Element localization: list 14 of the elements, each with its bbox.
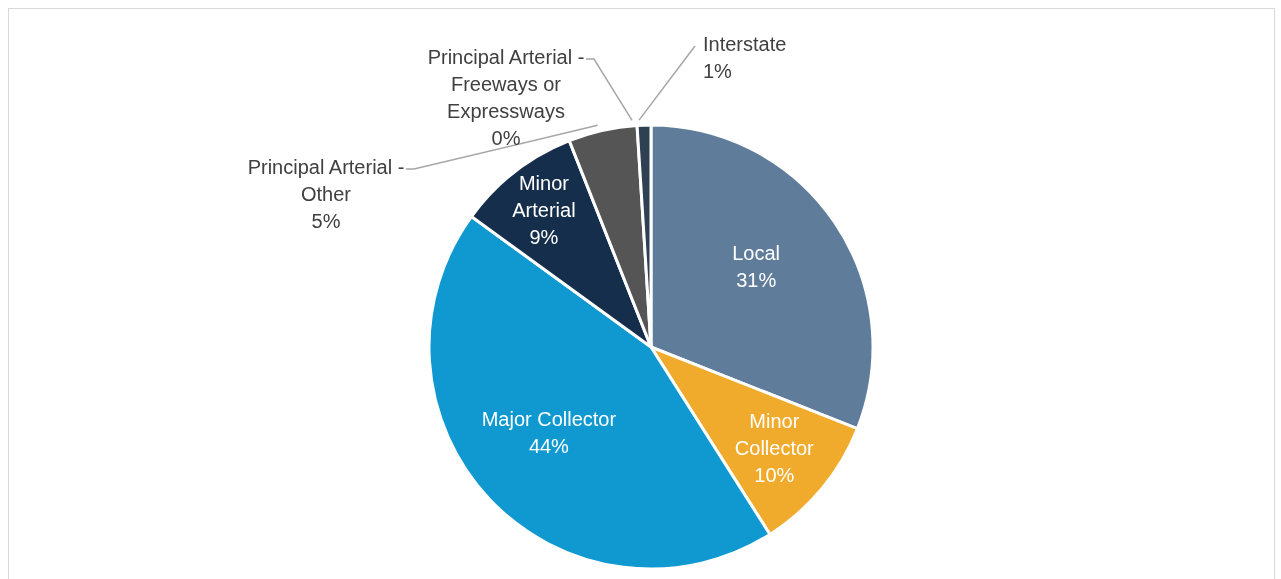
slice-label: Minor Arterial [512, 172, 576, 222]
data-label: 5% [311, 210, 341, 232]
slice-label: Major Collector [481, 408, 617, 431]
category-label: Principal Arterial - Freeways or Expressways [427, 46, 585, 122]
data-label: 1% [703, 60, 733, 82]
text: 0% [491, 127, 521, 149]
slice-label: Principal Arterial - Other [247, 156, 405, 205]
slice-label: Interstate [703, 33, 787, 55]
slice-label: Minor Collector [734, 410, 815, 460]
data-label: 10% [754, 464, 795, 487]
data-label: 31% [736, 269, 777, 292]
data-label: 9% [529, 226, 559, 249]
data-label: 44% [528, 435, 570, 458]
slice-label: Local [732, 242, 781, 265]
